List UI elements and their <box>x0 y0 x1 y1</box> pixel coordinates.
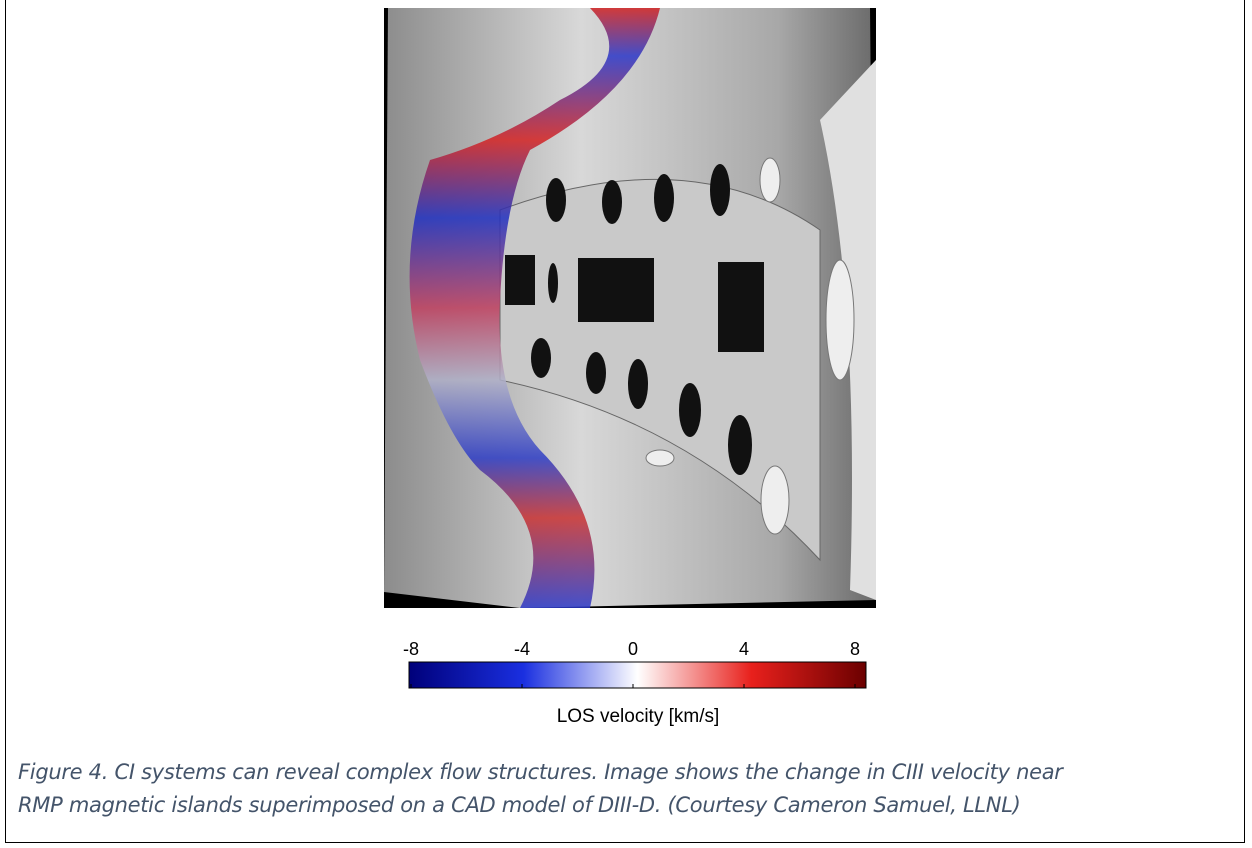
colorbar: LOS velocity [km/s] -8 -4 0 4 8 <box>403 639 866 727</box>
colorbar-tick-label: 0 <box>628 639 638 659</box>
colorbar-tick-label: -4 <box>514 639 530 659</box>
colorbar-tick-label: -8 <box>403 639 419 659</box>
colorbar-label: LOS velocity [km/s] <box>557 706 720 727</box>
figure: LOS velocity [km/s] -8 -4 0 4 8 <box>0 0 1252 848</box>
cad-image <box>384 8 876 608</box>
colorbar-scale <box>409 662 866 688</box>
colorbar-tick-label: 4 <box>739 639 749 659</box>
caption-line: RMP magnetic islands superimposed on a C… <box>18 793 1021 817</box>
caption-line: Figure 4. CI systems can reveal complex … <box>18 760 1063 784</box>
colorbar-tick-label: 8 <box>850 639 860 659</box>
page: LOS velocity [km/s] -8 -4 0 4 8 Figure 4. CI… <box>0 0 1252 848</box>
